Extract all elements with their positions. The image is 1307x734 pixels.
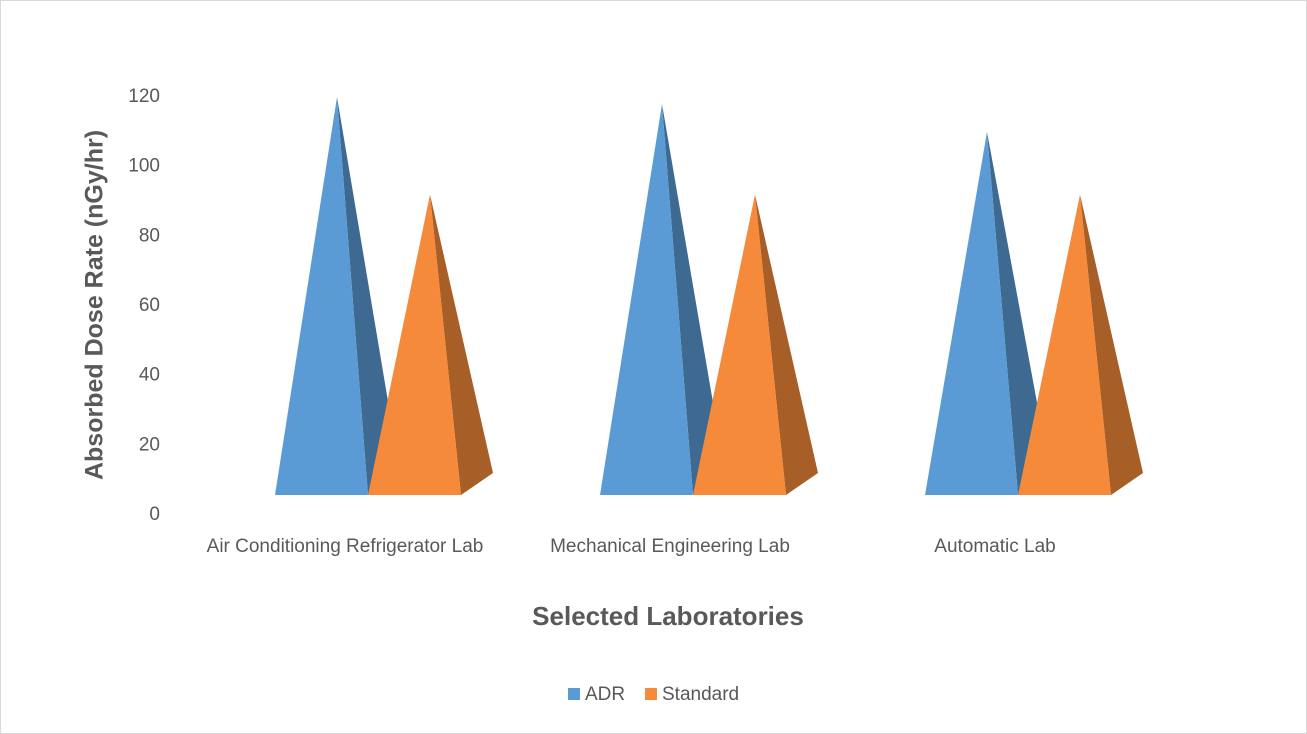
- pyramid-side: [987, 131, 1050, 496]
- x-tick-label: Mechanical Engineering Lab: [550, 536, 790, 557]
- legend-label: Standard: [662, 684, 739, 705]
- y-axis-title: Absorbed Dose Rate (nGy/hr): [81, 130, 109, 480]
- pyramid-side: [430, 194, 493, 496]
- pyramid: [925, 131, 1018, 496]
- legend-swatch: [568, 688, 580, 700]
- pyramid: [600, 103, 693, 495]
- pyramid: [275, 97, 368, 495]
- pyramid: [693, 194, 786, 496]
- pyramid-side: [662, 103, 725, 495]
- y-tick-label: 60: [139, 295, 160, 316]
- legend-label: ADR: [585, 684, 625, 705]
- y-tick-label: 80: [139, 225, 160, 246]
- pyramid-side: [1080, 194, 1143, 496]
- y-tick-label: 40: [139, 365, 160, 386]
- pyramid: [368, 194, 461, 496]
- y-tick-label: 120: [128, 86, 160, 107]
- y-tick-label: 0: [149, 504, 160, 525]
- x-axis-title: Selected Laboratories: [532, 601, 804, 631]
- y-tick-label: 20: [139, 434, 160, 455]
- x-tick-label: Air Conditioning Refrigerator Lab: [206, 536, 484, 557]
- legend-swatch: [645, 688, 657, 700]
- y-tick-label: 100: [128, 156, 160, 177]
- pyramid-side: [755, 194, 818, 496]
- x-tick-label: Automatic Lab: [934, 536, 1056, 557]
- pyramid-side: [337, 97, 400, 495]
- pyramid: [1018, 194, 1111, 496]
